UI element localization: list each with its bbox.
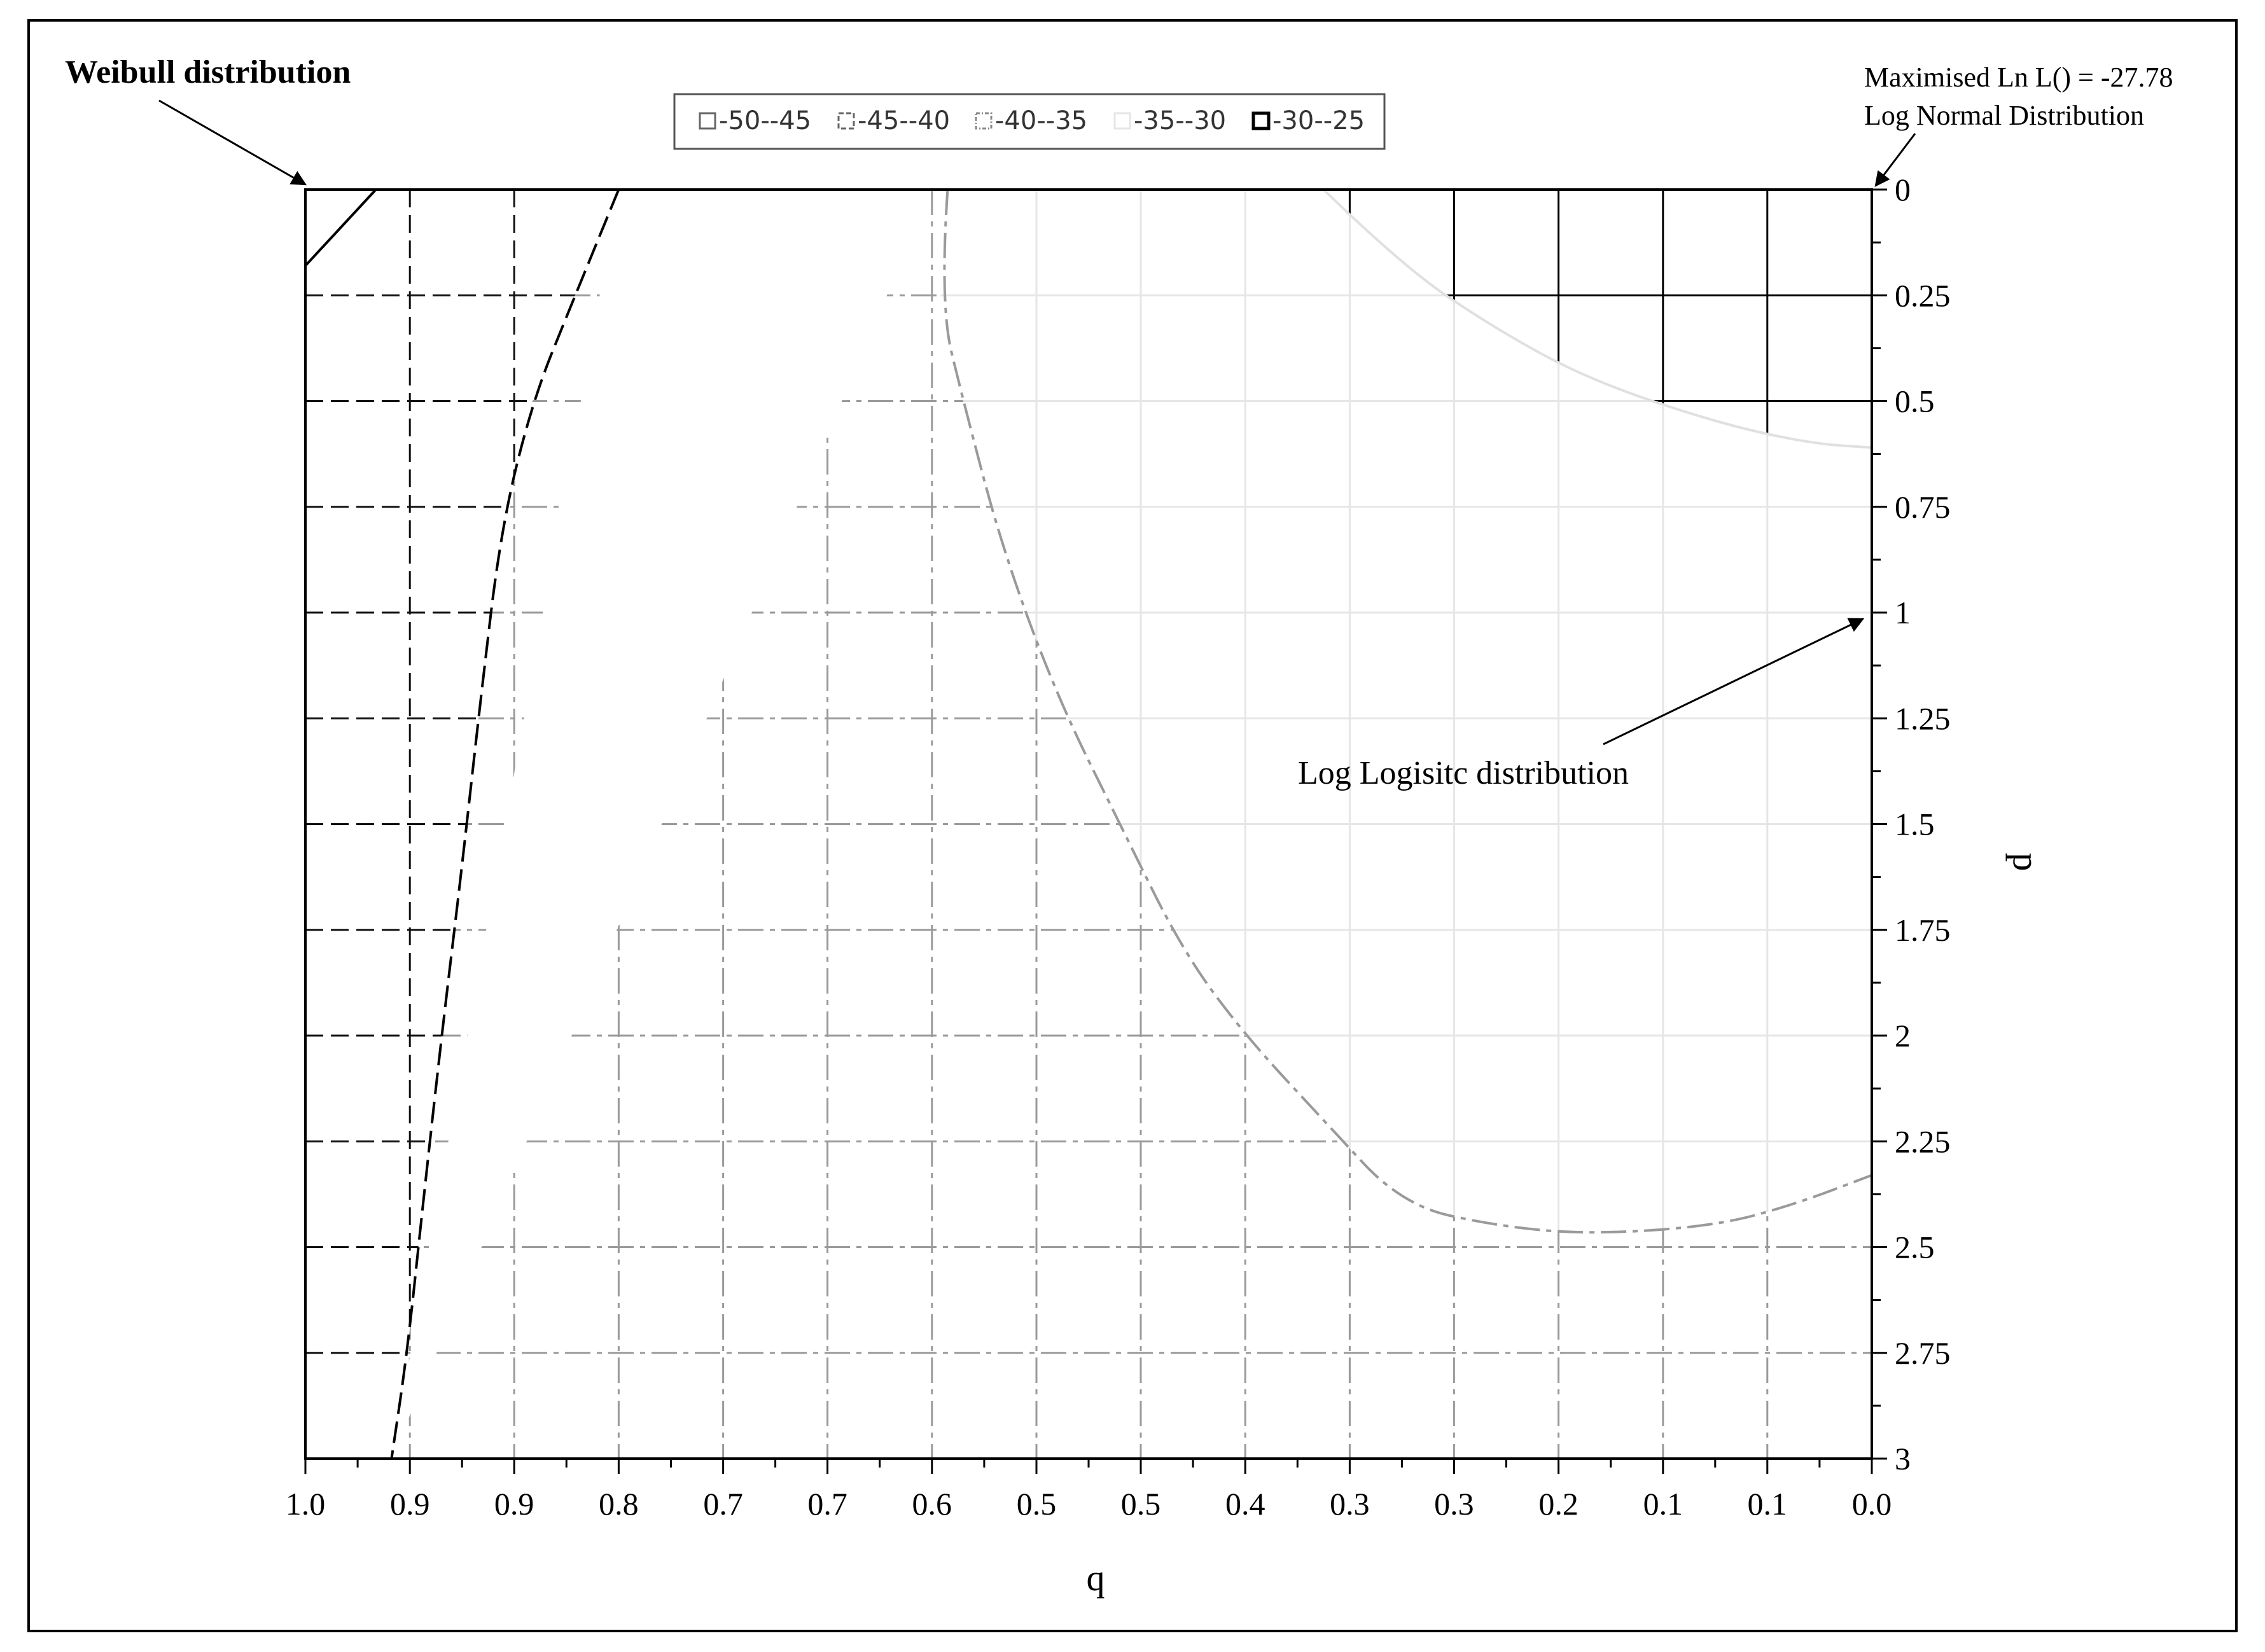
x-tick-label: 0.6 [912,1486,952,1522]
y-axis: 0 0.25 0.5 0.75 1 1.25 1.5 1.75 2 2.25 2.5 2.75 3 [1872,172,1951,1476]
x-tick-label: 0.9 [494,1486,534,1522]
legend-swatch [699,112,716,130]
contour-line [304,188,377,267]
y-tick-label: 2 [1895,1018,1911,1053]
y-tick-label: 2.5 [1895,1230,1935,1265]
contour-line [390,189,620,1459]
contour-line [943,189,1872,1234]
legend-label: -45--40 [858,106,950,135]
x-tick-label: 0.5 [1121,1486,1161,1522]
x-tick-label: 0.7 [807,1486,847,1522]
y-tick-label: 1 [1895,595,1911,630]
annotation-log-normal: Log Normal Distribution [1864,100,2144,131]
legend: -50--45 -45--40 -40--35 -35--30 -30--25 [673,93,1386,150]
arrow-log-logistic [1603,618,1865,746]
legend-swatch [1251,111,1271,130]
x-tick-label: 0.7 [703,1486,743,1522]
y-tick-label: 1.5 [1895,807,1935,842]
x-axis-title: q [1087,1557,1105,1599]
x-tick-label: 0.9 [390,1486,430,1522]
legend-label: -40--35 [995,106,1087,135]
x-tick-label: 0.1 [1643,1486,1683,1522]
legend-swatch [837,112,855,130]
x-tick-label: 0.0 [1852,1486,1892,1522]
y-tick-label: 1.25 [1895,700,1951,736]
contour-lines [304,188,1872,1459]
x-tick-label: 0.8 [599,1486,639,1522]
x-tick-label: 0.3 [1434,1486,1474,1522]
y-tick-label: 0.5 [1895,384,1935,419]
legend-label: -35--30 [1134,106,1226,135]
annotation-max-ln: Maximised Ln L() = -27.78 [1864,62,2173,93]
x-tick-label: 0.2 [1538,1486,1579,1522]
arrow-weibull [158,99,307,186]
y-tick-label: 0 [1895,172,1911,207]
y-tick-label: 2.25 [1895,1123,1951,1159]
x-tick-label: 0.1 [1748,1486,1788,1522]
arrow-log-normal [1874,133,1916,187]
y-tick-label: 1.75 [1895,912,1951,948]
y-tick-label: 3 [1895,1441,1911,1476]
legend-box [673,93,1386,150]
annotations: Weibull distribution Maximised Ln L() = -… [65,54,2173,791]
legend-swatch [1113,112,1131,130]
y-axis-title: p [2005,853,2047,871]
contour-line [1322,188,1872,449]
x-axis: 1.0 0.9 0.9 0.8 0.7 0.7 0.6 0.5 0.5 0.4 0.3 0.3 0.2 0… [286,1459,1892,1522]
legend-label: -50--45 [719,106,811,135]
legend-label: -30--25 [1272,106,1365,135]
annotation-log-logistic: Log Logisitc distribution [1298,755,1629,791]
y-tick-label: 0.75 [1895,489,1951,525]
y-tick-label: 0.25 [1895,277,1951,313]
annotation-weibull: Weibull distribution [65,54,351,90]
y-tick-label: 2.75 [1895,1335,1951,1371]
x-tick-label: 1.0 [286,1486,326,1522]
x-tick-label: 0.3 [1330,1486,1370,1522]
x-tick-label: 0.4 [1225,1486,1265,1522]
outer-frame [27,19,2238,1632]
legend-swatch [975,112,993,130]
x-tick-label: 0.5 [1017,1486,1057,1522]
region-grids [305,190,1872,1459]
